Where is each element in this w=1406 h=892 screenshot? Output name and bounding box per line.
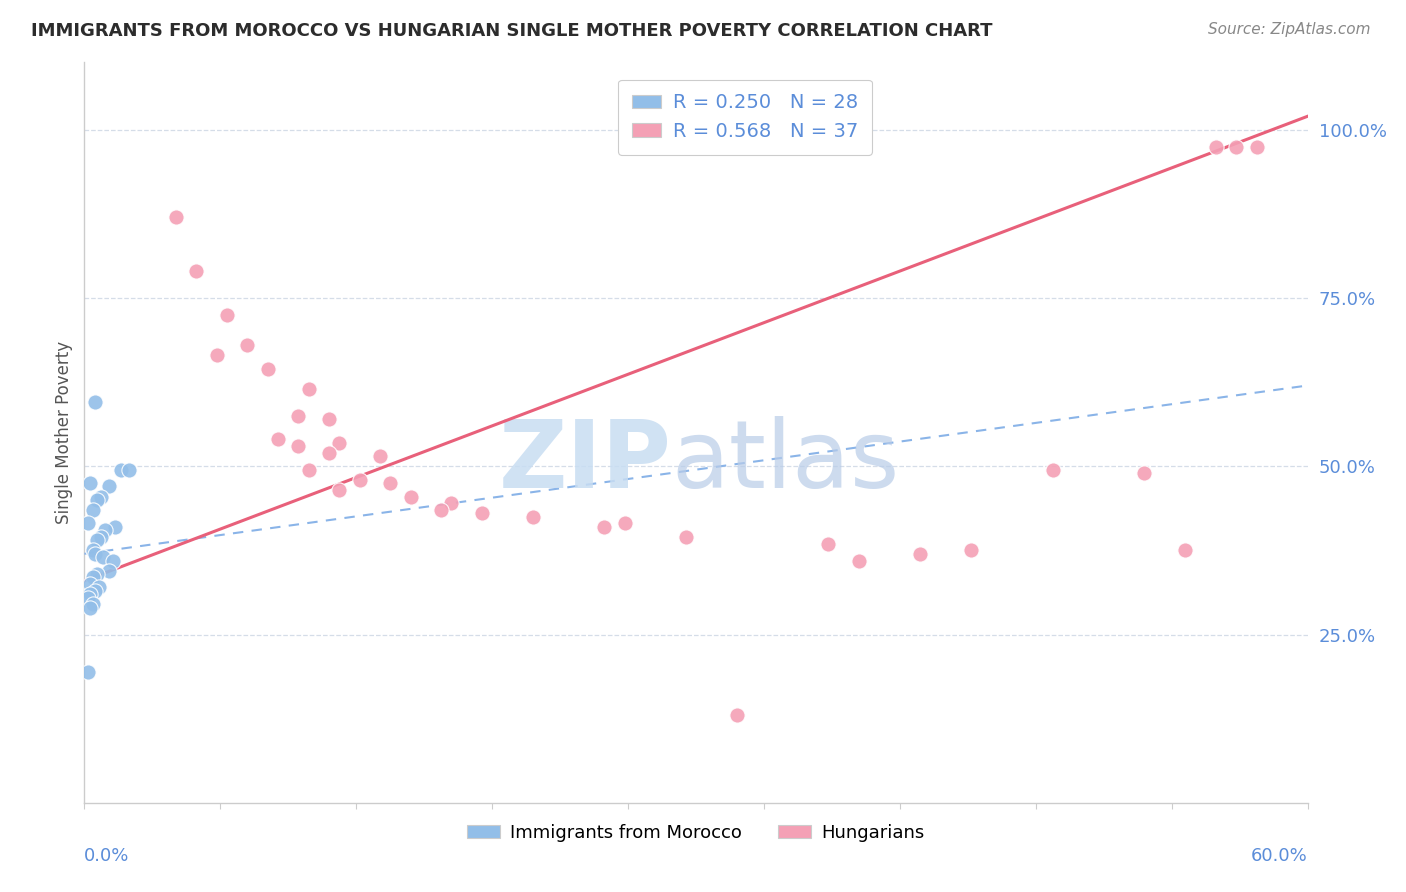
Point	[79, 577, 101, 591]
Point	[104, 520, 127, 534]
Point	[82, 543, 104, 558]
Point	[236, 338, 259, 352]
Point	[522, 509, 544, 524]
Point	[1133, 466, 1156, 480]
Point	[77, 516, 100, 531]
Point	[349, 473, 371, 487]
Text: 0.0%: 0.0%	[84, 847, 129, 865]
Point	[101, 553, 124, 567]
Point	[97, 479, 120, 493]
Point	[328, 483, 350, 497]
Point	[675, 530, 697, 544]
Point	[186, 264, 208, 278]
Point	[960, 543, 983, 558]
Point	[82, 597, 104, 611]
Point	[593, 520, 616, 534]
Point	[83, 583, 105, 598]
Point	[118, 462, 141, 476]
Point	[205, 348, 228, 362]
Point	[79, 476, 101, 491]
Point	[79, 587, 101, 601]
Point	[165, 211, 187, 225]
Point	[910, 547, 932, 561]
Point	[399, 490, 422, 504]
Point	[613, 516, 636, 531]
Point	[318, 412, 340, 426]
Point	[725, 708, 748, 723]
Point	[440, 496, 463, 510]
Text: IMMIGRANTS FROM MOROCCO VS HUNGARIAN SINGLE MOTHER POVERTY CORRELATION CHART: IMMIGRANTS FROM MOROCCO VS HUNGARIAN SIN…	[31, 22, 993, 40]
Point	[328, 435, 350, 450]
Y-axis label: Single Mother Poverty: Single Mother Poverty	[55, 341, 73, 524]
Point	[848, 553, 870, 567]
Legend: Immigrants from Morocco, Hungarians: Immigrants from Morocco, Hungarians	[460, 817, 932, 849]
Point	[471, 507, 494, 521]
Point	[1174, 543, 1197, 558]
Point	[90, 490, 112, 504]
Text: Source: ZipAtlas.com: Source: ZipAtlas.com	[1208, 22, 1371, 37]
Point	[82, 570, 104, 584]
Point	[91, 550, 114, 565]
Point	[86, 492, 108, 507]
Point	[257, 361, 280, 376]
Point	[217, 308, 239, 322]
Point	[380, 476, 402, 491]
Point	[93, 523, 115, 537]
Point	[110, 462, 132, 476]
Point	[86, 566, 108, 581]
Point	[298, 382, 321, 396]
Point	[368, 449, 391, 463]
Point	[90, 530, 112, 544]
Point	[1205, 139, 1227, 153]
Point	[97, 564, 120, 578]
Text: 60.0%: 60.0%	[1251, 847, 1308, 865]
Point	[267, 433, 290, 447]
Point	[817, 536, 839, 550]
Point	[430, 503, 453, 517]
Text: ZIP: ZIP	[499, 417, 672, 508]
Point	[1225, 139, 1247, 153]
Point	[298, 462, 321, 476]
Point	[87, 581, 110, 595]
Point	[86, 533, 108, 548]
Point	[287, 439, 309, 453]
Point	[1042, 462, 1064, 476]
Point	[318, 446, 340, 460]
Point	[287, 409, 309, 423]
Point	[1246, 139, 1268, 153]
Point	[77, 591, 100, 605]
Text: atlas: atlas	[672, 417, 900, 508]
Point	[82, 503, 104, 517]
Point	[83, 395, 105, 409]
Point	[79, 600, 101, 615]
Point	[83, 547, 105, 561]
Point	[77, 665, 100, 679]
